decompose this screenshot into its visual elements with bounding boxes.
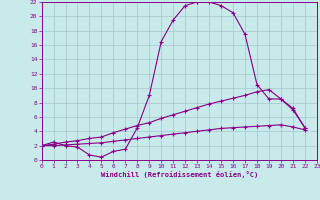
X-axis label: Windchill (Refroidissement éolien,°C): Windchill (Refroidissement éolien,°C) bbox=[100, 171, 258, 178]
